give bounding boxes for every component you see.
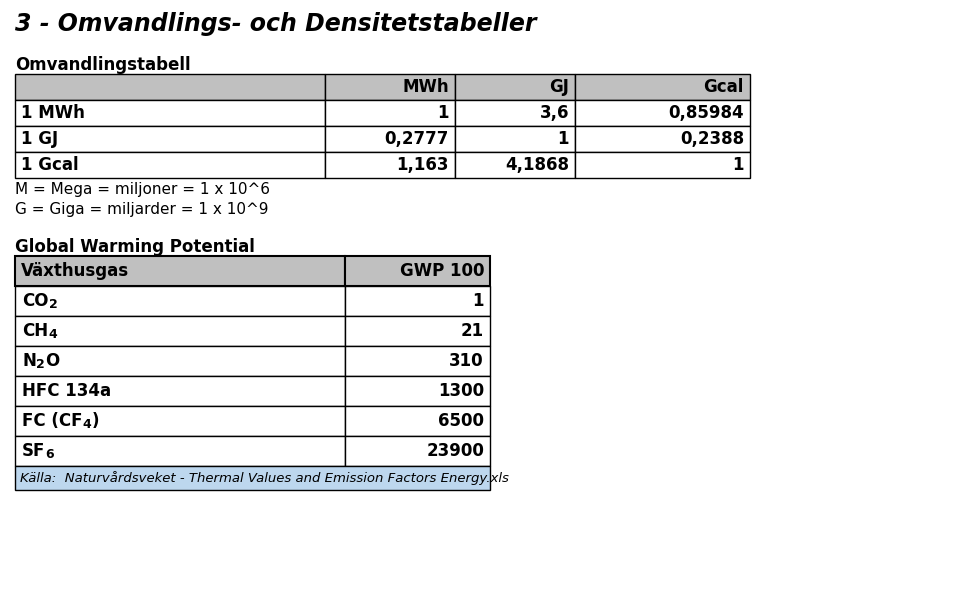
Text: Gcal: Gcal: [704, 78, 744, 96]
Text: 2: 2: [49, 298, 58, 311]
Bar: [345, 256, 490, 286]
Text: 4: 4: [82, 418, 91, 431]
Bar: [345, 346, 490, 376]
Bar: [345, 406, 490, 436]
Text: 1: 1: [437, 104, 449, 122]
Text: 4,1868: 4,1868: [505, 156, 569, 174]
Text: 0,2388: 0,2388: [680, 130, 744, 148]
Text: 21: 21: [461, 322, 484, 340]
Bar: [15, 286, 345, 316]
Text: Växthusgas: Växthusgas: [21, 262, 129, 280]
Text: Omvandlingstabell: Omvandlingstabell: [15, 56, 191, 74]
Text: HFC 134a: HFC 134a: [22, 382, 111, 400]
Bar: [575, 152, 750, 178]
Text: 0,2777: 0,2777: [385, 130, 449, 148]
Text: 1: 1: [733, 156, 744, 174]
Text: N: N: [22, 352, 35, 370]
Bar: [15, 126, 325, 152]
Text: 1 GJ: 1 GJ: [21, 130, 58, 148]
Text: O: O: [45, 352, 58, 370]
Bar: [15, 152, 325, 178]
Bar: [15, 316, 345, 346]
Text: 6: 6: [45, 448, 54, 461]
Text: 1300: 1300: [438, 382, 484, 400]
Bar: [345, 436, 490, 466]
Bar: [15, 74, 325, 100]
Text: Källa:  Naturvårdsveket - Thermal Values and Emission Factors Energy.xls: Källa: Naturvårdsveket - Thermal Values …: [20, 471, 509, 485]
Bar: [575, 100, 750, 126]
Bar: [455, 126, 575, 152]
Text: SF: SF: [22, 442, 45, 460]
Text: 3 - Omvandlings- och Densitetstabeller: 3 - Omvandlings- och Densitetstabeller: [15, 12, 536, 36]
Text: 1,163: 1,163: [396, 156, 449, 174]
Bar: [325, 126, 455, 152]
Bar: [345, 376, 490, 406]
Bar: [15, 100, 325, 126]
Bar: [325, 100, 455, 126]
Text: GJ: GJ: [550, 78, 569, 96]
Text: 0,85984: 0,85984: [668, 104, 744, 122]
Bar: [15, 376, 345, 406]
Bar: [15, 256, 345, 286]
Text: 1: 1: [557, 130, 569, 148]
Bar: [325, 152, 455, 178]
Text: MWh: MWh: [403, 78, 449, 96]
Bar: [455, 152, 575, 178]
Text: 1: 1: [473, 292, 484, 310]
Bar: [15, 436, 345, 466]
Bar: [345, 316, 490, 346]
Bar: [455, 74, 575, 100]
Text: CO: CO: [22, 292, 49, 310]
Text: 310: 310: [450, 352, 484, 370]
Text: FC (CF: FC (CF: [22, 412, 82, 430]
Bar: [15, 346, 345, 376]
Text: Global Warming Potential: Global Warming Potential: [15, 238, 255, 256]
Text: 6500: 6500: [438, 412, 484, 430]
Text: 4: 4: [48, 328, 57, 341]
Bar: [345, 286, 490, 316]
Text: 1 MWh: 1 MWh: [21, 104, 85, 122]
Text: CH: CH: [22, 322, 48, 340]
Bar: [575, 126, 750, 152]
Text: GWP 100: GWP 100: [400, 262, 484, 280]
Text: M = Mega = miljoner = 1 x 10^6: M = Mega = miljoner = 1 x 10^6: [15, 182, 270, 197]
Bar: [15, 466, 490, 490]
Text: 3,6: 3,6: [540, 104, 569, 122]
Text: G = Giga = miljarder = 1 x 10^9: G = Giga = miljarder = 1 x 10^9: [15, 202, 269, 217]
Bar: [325, 74, 455, 100]
Text: ): ): [91, 412, 99, 430]
Bar: [455, 100, 575, 126]
Text: 23900: 23900: [426, 442, 484, 460]
Text: 1 Gcal: 1 Gcal: [21, 156, 79, 174]
Bar: [15, 406, 345, 436]
Text: 2: 2: [35, 358, 45, 371]
Bar: [575, 74, 750, 100]
